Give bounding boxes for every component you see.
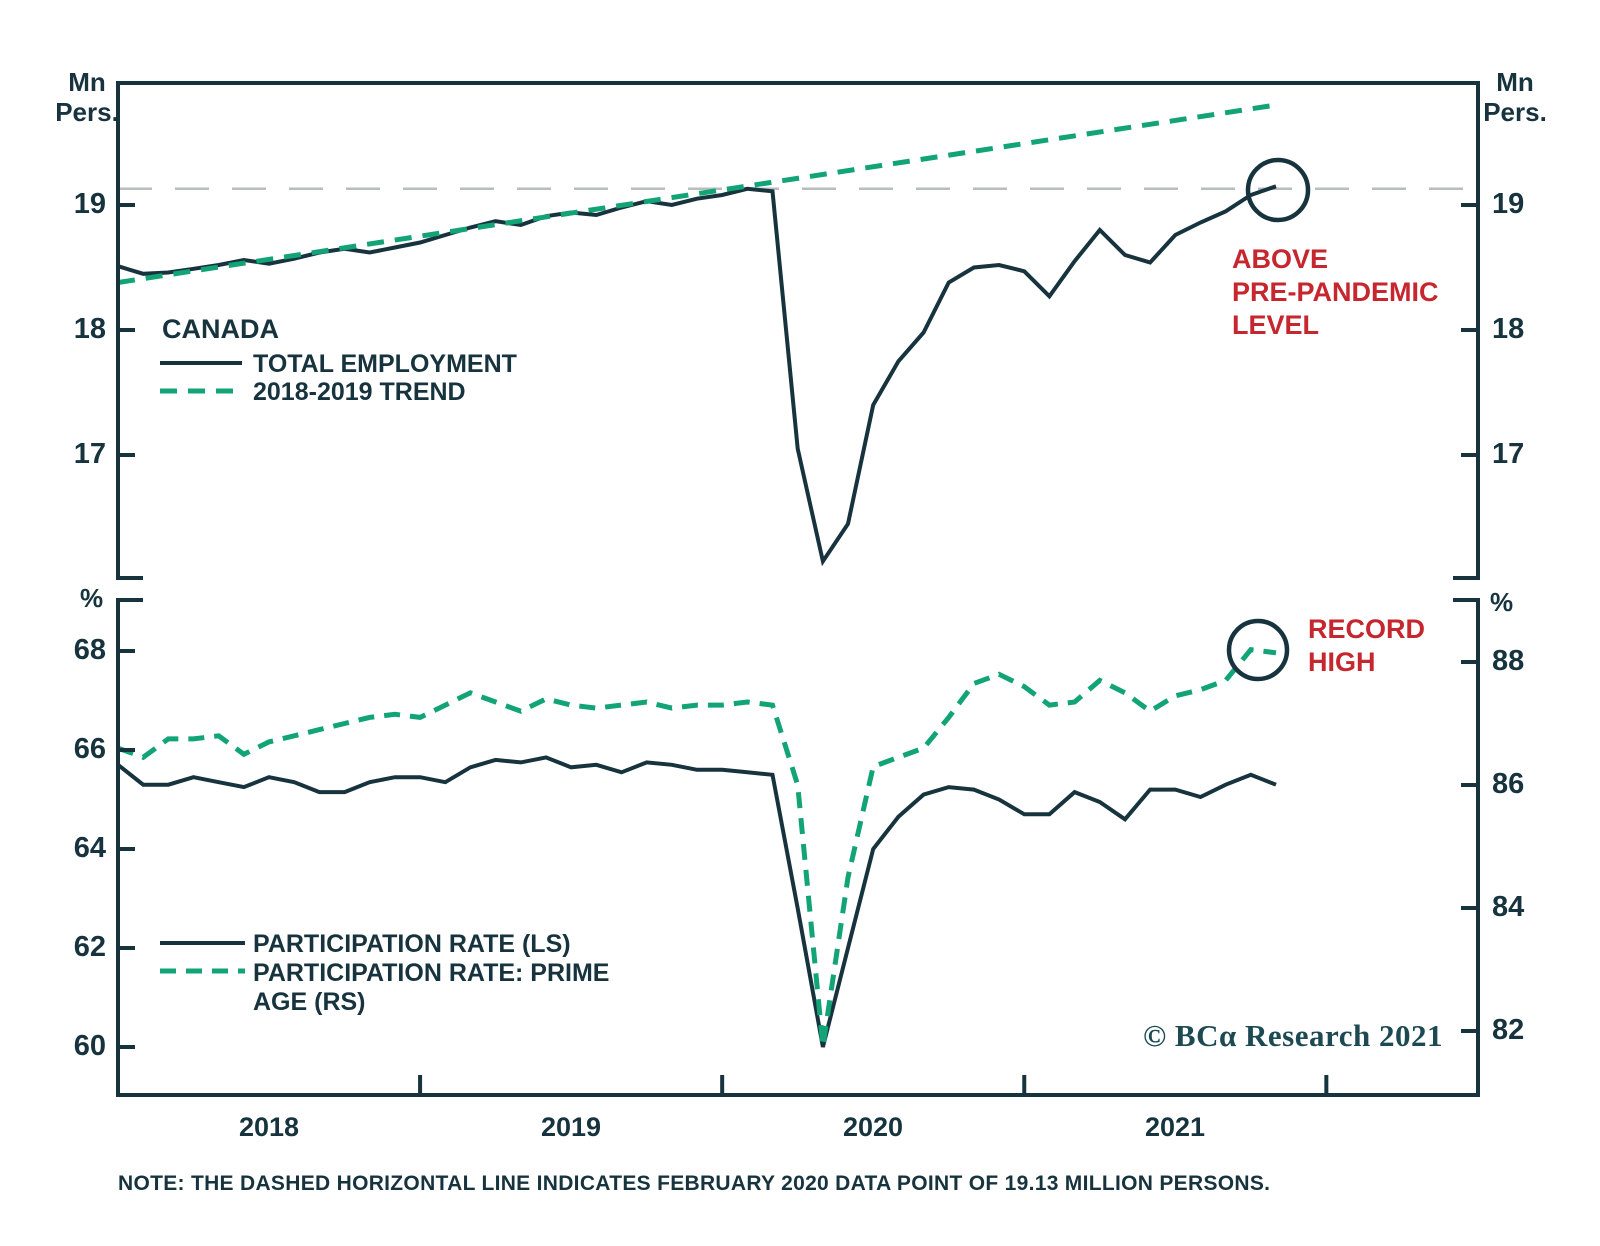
top-panel-frame [116,81,1480,580]
participation-rate-rs-line [117,647,1277,1047]
y-tick-bottom-left-66: 66 [73,733,106,765]
x-tick-label-2020: 2020 [842,1112,904,1142]
footnote: NOTE: THE DASHED HORIZONTAL LINE INDICAT… [118,1172,1271,1195]
y-tick-top-right-18: 18 [1492,313,1525,345]
y-tick-top-left-18: 18 [73,313,106,345]
x-tick-label-2019: 2019 [540,1112,602,1142]
circle-annotation-pre-pandemic [1245,157,1311,223]
bottom-panel-frame [116,598,1480,1097]
axis-unit-bottom-right: % [1490,587,1514,617]
annotation-record-high: RECORD HIGH [1308,614,1426,677]
legend-label-trend: 2018-2019 TREND [253,378,466,406]
x-tick-label-2021: 2021 [1144,1112,1206,1142]
y-tick-bottom-left-60: 60 [73,1030,106,1062]
y-tick-top-right-19: 19 [1492,188,1525,220]
legend-label-participation-rs-line1: PARTICIPATION RATE: PRIME [253,959,610,987]
source-credit: © BCα Research 2021 [1143,1018,1443,1053]
legend-label-total-employment: TOTAL EMPLOYMENT [253,350,517,378]
legend-label-participation-rs-line2: AGE (RS) [253,988,366,1016]
annotation-above-pre-pandemic: ABOVE PRE-PANDEMIC LEVEL [1232,244,1439,340]
total-employment-line [117,184,1277,567]
legend-title-canada: CANADA [162,314,279,344]
y-tick-bottom-left-64: 64 [73,832,106,864]
y-tick-bottom-left-62: 62 [73,931,106,963]
trend-line [117,102,1277,285]
legend-label-participation-ls: PARTICIPATION RATE (LS) [253,930,571,958]
y-tick-top-left-19: 19 [73,188,106,220]
axis-ticks [118,203,1478,1095]
axis-unit-top-right: Mn Pers. [1483,67,1547,127]
y-tick-bottom-right-88: 88 [1492,645,1525,677]
axis-unit-top-left: Mn Pers. [55,67,119,127]
y-tick-bottom-left-68: 68 [73,634,106,666]
x-tick-label-2018: 2018 [238,1112,300,1142]
participation-rate-ls-line [116,755,1277,1048]
y-tick-bottom-right-82: 82 [1492,1014,1525,1046]
y-tick-bottom-right-84: 84 [1492,891,1525,923]
axis-unit-bottom-left: % [80,583,104,613]
y-tick-top-left-17: 17 [73,438,106,470]
circle-annotation-record-high [1226,618,1290,682]
y-tick-bottom-right-86: 86 [1492,768,1525,800]
y-tick-top-right-17: 17 [1492,438,1525,470]
